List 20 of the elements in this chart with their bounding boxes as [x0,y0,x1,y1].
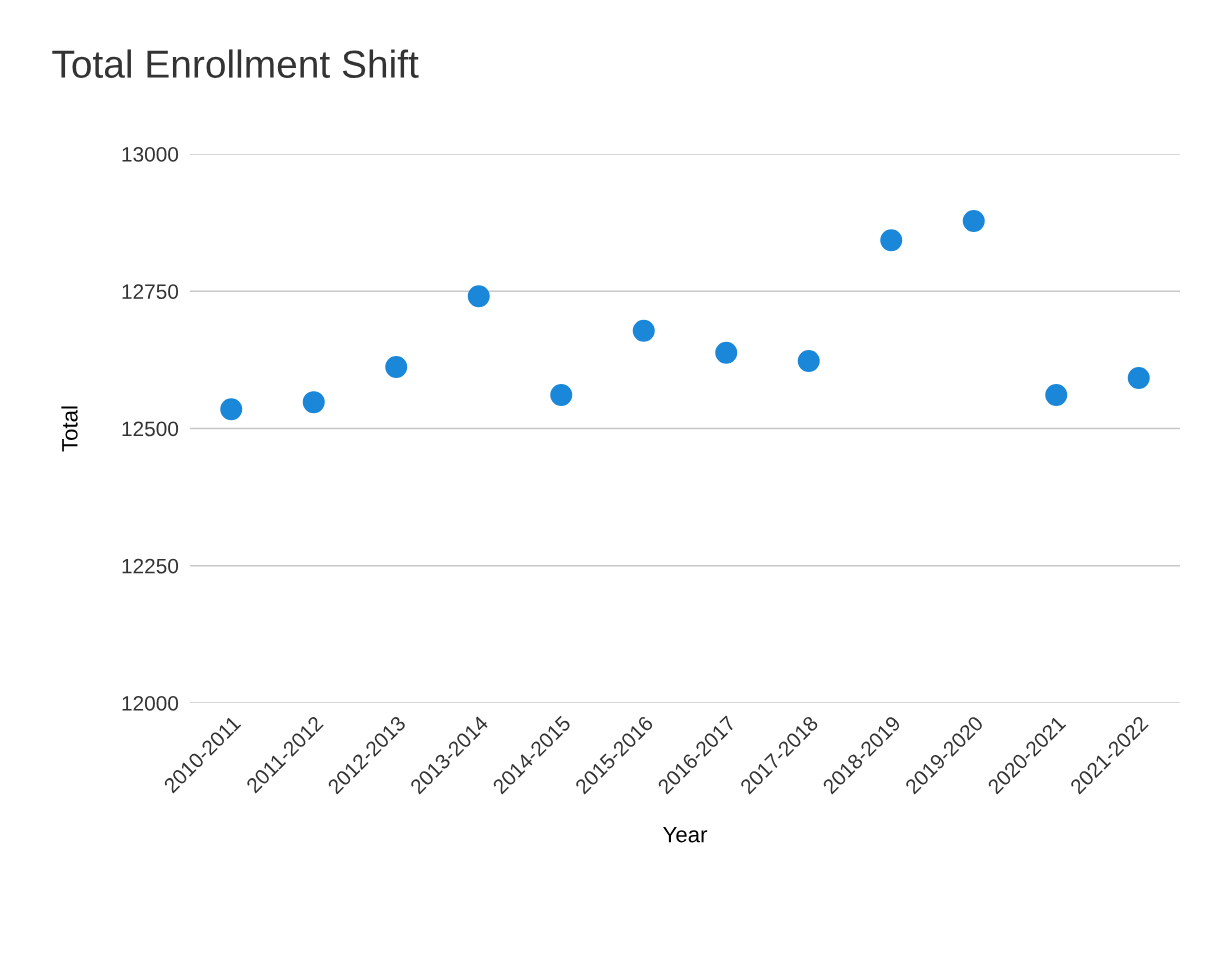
point [1127,366,1150,389]
y-tick-label: 12000 [122,696,179,711]
x-axis-title: Year [663,826,708,843]
point [880,229,903,252]
y-tick-label: 12750 [122,284,179,299]
point [550,384,573,407]
point [797,349,820,372]
y-tick-label: 12250 [122,558,179,574]
chart-title: Total Enrollment Shift [52,49,419,78]
point [302,391,325,414]
y-axis-title: Total [61,406,78,452]
point [715,341,738,364]
point [962,209,985,232]
point [632,319,655,342]
point [220,398,243,421]
point [385,356,408,379]
point [1045,384,1068,407]
point [467,285,490,308]
y-tick-label: 13000 [122,147,179,162]
y-tick-label: 12500 [122,421,179,437]
